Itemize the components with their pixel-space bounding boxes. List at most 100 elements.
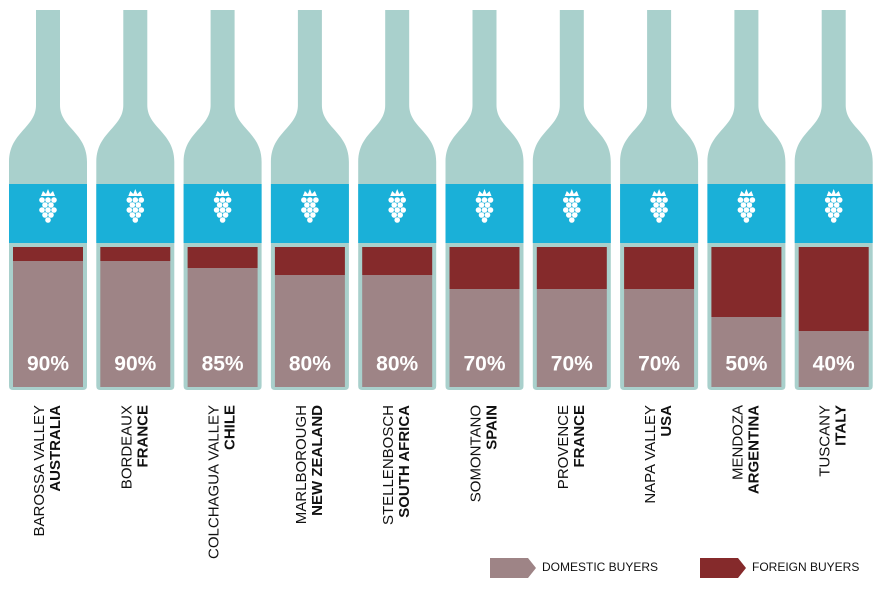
bar-segment [449, 289, 520, 387]
grape-icon [824, 189, 843, 223]
bar-segment [711, 247, 782, 317]
grape [572, 202, 578, 208]
crown [390, 189, 405, 196]
grape [400, 207, 407, 213]
grape [743, 197, 750, 203]
bar-segment [536, 247, 607, 289]
value-label: 70% [551, 353, 593, 376]
category-label: NAPA VALLEY [642, 405, 659, 504]
category-label: BAROSSA VALLEY [31, 405, 48, 536]
crown [41, 189, 55, 196]
grape-icon [301, 189, 319, 223]
bar-segment [624, 289, 695, 387]
grape [48, 202, 54, 208]
grape [481, 197, 488, 203]
grape [566, 212, 572, 218]
grape-icon [39, 189, 57, 223]
grape [388, 197, 395, 203]
grape [830, 217, 837, 223]
grape [126, 207, 133, 213]
grape [662, 197, 668, 203]
bar-segment [13, 261, 83, 387]
grape [307, 207, 313, 213]
value-label: 70% [638, 353, 680, 376]
grape [563, 197, 569, 203]
grape [836, 207, 843, 213]
country-label: SPAIN [483, 405, 500, 450]
grape [824, 207, 831, 213]
grape [569, 217, 575, 223]
grape [740, 202, 747, 208]
grape [45, 207, 51, 213]
category-label: STELLENBOSCH [380, 405, 397, 525]
grape [475, 207, 482, 213]
country-label: AUSTRALIA [47, 405, 64, 492]
grape [219, 197, 226, 203]
grape [313, 197, 319, 203]
grape [225, 207, 232, 213]
grape [743, 207, 750, 213]
grape [746, 212, 753, 218]
grape [222, 212, 229, 218]
bar-segment [274, 247, 345, 275]
legend-label: FOREIGN BUYERS [752, 560, 859, 574]
legend-swatch [700, 558, 746, 578]
grape [126, 197, 133, 203]
grape [301, 207, 307, 213]
value-label: 80% [289, 353, 331, 376]
grape-icon [737, 189, 756, 223]
grape [51, 207, 57, 213]
value-label: 90% [114, 353, 156, 376]
value-label: 90% [27, 353, 69, 376]
category-label: MENDOZA [729, 405, 746, 480]
country-label: ARGENTINA [745, 405, 762, 494]
bar-segment [536, 289, 607, 387]
grape [135, 212, 142, 218]
grape [830, 207, 837, 213]
country-label: FRANCE [571, 405, 588, 468]
grape [45, 197, 51, 203]
crown [826, 189, 841, 196]
crown [652, 189, 667, 196]
bar-segment [187, 247, 258, 268]
grape [487, 197, 494, 203]
bar-segment [187, 268, 258, 387]
grape [656, 217, 662, 223]
category-label: COLCHAGUA VALLEY [206, 405, 223, 559]
grape [484, 202, 491, 208]
crown [215, 189, 230, 196]
grape [833, 212, 840, 218]
bar-segment [449, 247, 520, 289]
grape [307, 197, 313, 203]
grape [132, 197, 139, 203]
bar-segment [798, 331, 869, 387]
grape [662, 207, 668, 213]
grape [45, 217, 51, 223]
bar-segment [100, 247, 171, 261]
grape [478, 212, 485, 218]
bar-segment [274, 275, 345, 387]
grape [827, 202, 834, 208]
grape-icon [650, 189, 668, 223]
grape [569, 197, 575, 203]
grape [219, 217, 226, 223]
country-label: FRANCE [134, 405, 151, 468]
grape [737, 207, 744, 213]
grape [222, 202, 229, 208]
grape [397, 212, 404, 218]
grape [138, 207, 145, 213]
grape [132, 217, 139, 223]
grape [575, 207, 581, 213]
grape-icon [213, 189, 232, 223]
grape [659, 212, 665, 218]
grape [481, 217, 488, 223]
country-label: SOUTH AFRICA [396, 405, 413, 518]
grape [42, 202, 48, 208]
country-label: ITALY [833, 405, 850, 446]
grape-icon [126, 189, 145, 223]
grape [216, 202, 223, 208]
country-label: USA [658, 405, 675, 437]
grape [42, 212, 48, 218]
crown [302, 189, 317, 196]
